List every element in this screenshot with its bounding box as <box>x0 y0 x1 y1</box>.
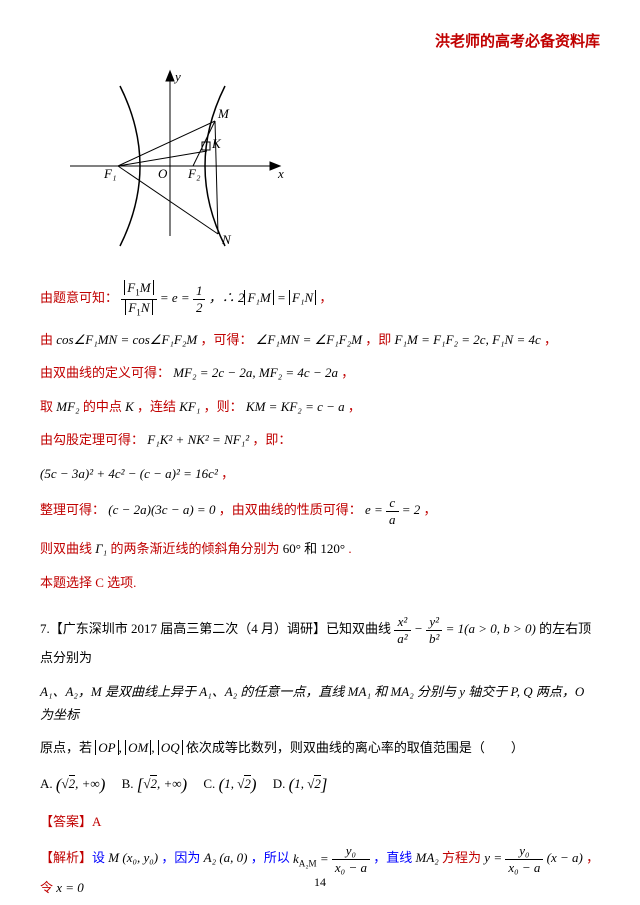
question-7-options: A. (√2, +∞) B. [√2, +∞) C. (1, √2) D. (1… <box>40 770 600 800</box>
page-header: 洪老师的高考必备资料库 <box>40 30 600 51</box>
solution-line-1: 由题意可知： F1MF1N = e = 12 ，∴ 2F₁M = F₁N ， <box>40 280 600 318</box>
solution-line-7: 整理可得： (c − 2a)(3c − a) = 0 ，由双曲线的性质可得： e… <box>40 495 600 527</box>
svg-text:F₁: F₁ <box>103 166 116 181</box>
question-7-line2: A₁、A₂，M 是双曲线上异于 A₁、A₂ 的任意一点，直线 MA₁ 和 MA₂… <box>40 680 600 727</box>
solution-line-8: 则双曲线 Γ₁ 的两条渐近线的倾斜角分别为 60° 和 120° . <box>40 537 600 560</box>
page-number: 14 <box>314 875 326 890</box>
svg-text:O: O <box>158 166 168 181</box>
solution-line-3: 由双曲线的定义可得： MF₂ = 2c − 2a, MF₂ = 4c − 2a … <box>40 361 600 384</box>
solution-line-2: 由 cos∠F₁MN = cos∠F₁F₂M ，可得： ∠F₁MN = ∠F₁F… <box>40 328 600 351</box>
svg-text:K: K <box>211 136 222 151</box>
svg-text:F₂: F₂ <box>187 166 201 181</box>
svg-text:M: M <box>217 106 230 121</box>
solution-line-6: (5c − 3a)² + 4c² − (c − a)² = 16c² ， <box>40 462 600 485</box>
hyperbola-diagram: y x M K F₁ O F₂ N <box>60 66 600 260</box>
question-7-line3: 原点，若 OP, OM, OQ 依次成等比数列，则双曲线的离心率的取值范围是（ … <box>40 736 600 759</box>
question-7: 7.【广东深圳市 2017 届高三第二次（4 月）调研】已知双曲线 x²a² −… <box>40 614 600 670</box>
solution-line-4: 取 MF₂ 的中点 K ，连结 KF₁ ，则： KM = KF₂ = c − a… <box>40 395 600 418</box>
svg-text:N: N <box>221 232 232 247</box>
solution-line-9: 本题选择 C 选项. <box>40 571 600 594</box>
solution-line-5: 由勾股定理可得： F₁K² + NK² = NF₁² ，即： <box>40 428 600 451</box>
svg-text:y: y <box>173 69 181 84</box>
solution-7: 【解析】设 M (x₀, y₀) ，因为 A₂ (a, 0) ，所以 kA₂M … <box>40 843 600 899</box>
svg-text:x: x <box>277 166 284 181</box>
answer: 【答案】A <box>40 810 600 833</box>
